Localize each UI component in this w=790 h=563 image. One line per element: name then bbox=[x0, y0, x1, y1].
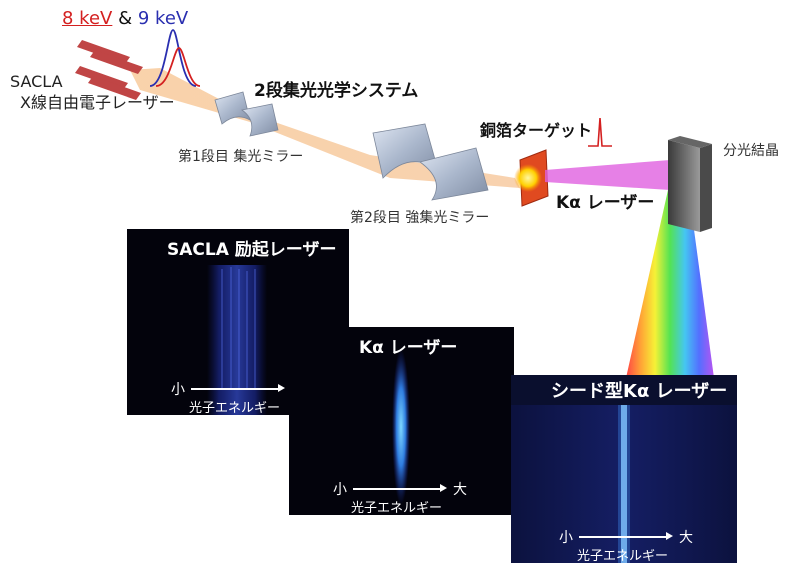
copper-target-icon bbox=[514, 149, 549, 207]
axis-large-ka: 大 bbox=[453, 482, 467, 498]
arrow-icon bbox=[353, 485, 447, 492]
spectrum-panel-ka: Kα レーザー 小 大 光子エネルギー bbox=[289, 327, 514, 515]
mirror-stage2-icon bbox=[372, 123, 489, 201]
sacla-line1: SACLA bbox=[10, 72, 63, 91]
target-label: 銅箔ターゲット bbox=[480, 121, 593, 140]
energy-8kev: 8 keV bbox=[62, 8, 113, 29]
sacla-line2: X線自由電子レーザー bbox=[20, 93, 175, 112]
axis-small-seeded: 小 bbox=[559, 530, 573, 546]
system-title: 2段集光光学システム bbox=[254, 81, 419, 101]
dispersion-fan bbox=[626, 190, 714, 378]
spectrum-panel-seeded: シード型Kα レーザー 小 大 光子エネルギー bbox=[511, 375, 737, 563]
axis-label-ka: 光子エネルギー bbox=[351, 501, 443, 515]
mirror2-label: 第2段目 強集光ミラー bbox=[350, 210, 490, 226]
ka-laser-label: Kα レーザー bbox=[556, 193, 655, 213]
spectrum-image-sacla bbox=[207, 265, 267, 415]
arrow-icon bbox=[191, 385, 285, 392]
spectrum-image-ka bbox=[392, 349, 410, 505]
energy-peaks-icon bbox=[149, 29, 201, 87]
axis-label-seeded: 光子エネルギー bbox=[577, 549, 669, 563]
axis-small-sacla: 小 bbox=[171, 382, 185, 398]
ka-pulse-icon bbox=[588, 117, 612, 147]
energy-amp: & bbox=[118, 8, 133, 29]
axis-small-ka: 小 bbox=[333, 482, 347, 498]
axis-label-sacla: 光子エネルギー bbox=[189, 401, 281, 415]
analyzer-crystal-icon bbox=[668, 136, 712, 232]
axis-arrow-seeded: 小 大 bbox=[559, 527, 693, 547]
panel-title-ka: Kα レーザー bbox=[359, 338, 458, 358]
ka-beam bbox=[545, 160, 670, 190]
sacla-label: SACLA X線自由電子レーザー bbox=[10, 71, 175, 113]
undulator-icon bbox=[75, 40, 143, 100]
axis-arrow-ka: 小 大 bbox=[333, 479, 467, 499]
crystal-label: 分光結晶 bbox=[723, 143, 779, 159]
panel-title-sacla: SACLA 励起レーザー bbox=[167, 240, 337, 260]
mirror1-label: 第1段目 集光ミラー bbox=[178, 149, 304, 165]
panel-title-seeded: シード型Kα レーザー bbox=[551, 381, 728, 402]
energy-label: 8 keV & 9 keV bbox=[62, 8, 188, 29]
energy-9kev: 9 keV bbox=[137, 8, 189, 29]
arrow-icon bbox=[579, 533, 673, 540]
axis-arrow-sacla: 小 大 bbox=[171, 379, 303, 399]
mirror-stage1-icon bbox=[214, 91, 279, 137]
axis-large-seeded: 大 bbox=[679, 530, 693, 546]
